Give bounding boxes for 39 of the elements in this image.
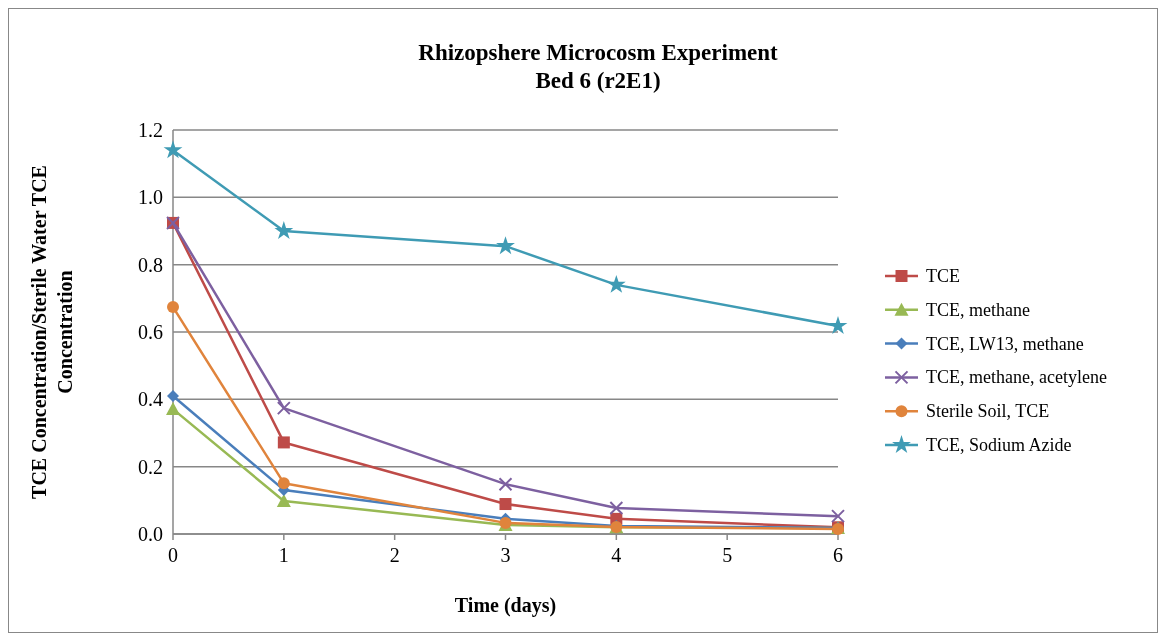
point: [163, 140, 183, 159]
point: [166, 402, 180, 416]
chart-title: Rhizopshere Microcosm Experiment Bed 6 (r2E1): [418, 40, 779, 93]
y-tick-label: 0.8: [138, 253, 163, 276]
point: [828, 316, 848, 334]
point: [167, 389, 179, 402]
point: [496, 236, 515, 255]
x-tick-label: 1: [278, 544, 289, 566]
x-tick-label: 5: [722, 544, 733, 566]
point: [277, 436, 290, 449]
x-tick-label: 3: [500, 544, 511, 566]
point: [606, 274, 626, 293]
legend-label: TCE, Sodium Azide: [926, 435, 1072, 455]
x-tick-label: 0: [168, 544, 178, 566]
point: [498, 477, 513, 492]
point: [831, 509, 845, 524]
legend-label: TCE: [926, 266, 960, 286]
y-tick-label: 0.6: [138, 321, 163, 343]
point: [274, 221, 294, 240]
legend-label: Sterile Soil, TCE: [926, 401, 1050, 422]
point: [276, 401, 291, 416]
y-axis-title: TCE Concentration/Sterile Water TCE Concentration: [28, 165, 76, 499]
x-tick-label: 2: [389, 544, 400, 566]
y-tick-label: 1.2: [138, 119, 163, 141]
y-tick-label: 0.4: [138, 388, 163, 411]
y-tick-label: 1.0: [138, 186, 163, 209]
y-tick-label: 0.2: [138, 455, 163, 478]
point: [276, 494, 291, 508]
point: [499, 498, 512, 511]
point: [277, 477, 290, 490]
point: [167, 301, 179, 314]
point: [609, 501, 624, 516]
legend-label: TCE, LW13, methane: [926, 333, 1084, 354]
x-tick-label: 4: [611, 544, 622, 566]
legend-label: TCE, methane: [926, 299, 1030, 320]
legend-label: TCE, methane, acetylene: [926, 367, 1107, 388]
x-axis-title: Time (days): [454, 594, 557, 617]
x-tick-label: 6: [833, 544, 843, 566]
y-tick-label: 0.0: [138, 523, 163, 545]
